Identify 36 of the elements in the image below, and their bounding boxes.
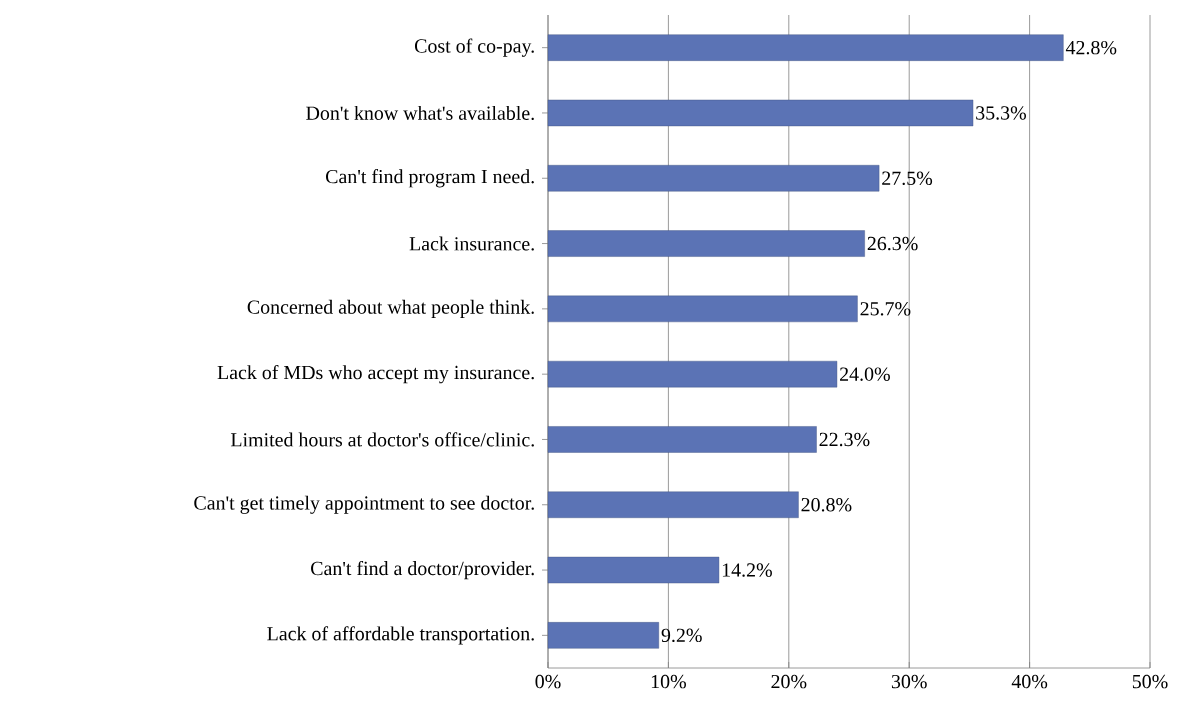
bar <box>547 34 1064 61</box>
y-tick-label: Don't know what's available. <box>306 105 534 121</box>
bar <box>547 622 659 649</box>
y-tick-label: Cost of co-pay. <box>414 38 534 57</box>
x-tick-label: 30% <box>891 674 927 689</box>
bar <box>547 491 799 518</box>
bar <box>547 99 974 127</box>
bar <box>547 165 880 192</box>
bar <box>547 360 838 388</box>
bar <box>547 295 858 323</box>
y-tick-label: Lack of affordable transportation. <box>267 626 534 645</box>
data-label: 25.7% <box>860 302 911 316</box>
data-label: 24.0% <box>840 367 890 381</box>
data-label: 20.8% <box>801 497 852 512</box>
y-tick-label: Can't find program I need. <box>326 169 534 188</box>
data-label: 14.2% <box>722 563 772 577</box>
x-tick-label: 50% <box>1132 674 1168 689</box>
y-tick-label: Can't get timely appointment to see doctor. <box>194 495 534 514</box>
y-tick-label: Can't find a doctor/provider. <box>311 560 534 580</box>
data-label: 35.3% <box>976 106 1027 120</box>
y-tick-label: Lack insurance. <box>409 236 534 251</box>
bar <box>547 556 720 584</box>
bar <box>547 426 817 453</box>
x-tick-label: 10% <box>651 674 686 689</box>
y-tick-label: Limited hours at doctor's office/clinic. <box>230 432 534 447</box>
data-label: 22.3% <box>819 432 870 447</box>
data-label: 9.2% <box>661 628 702 643</box>
y-tick-label: Concerned about what people think. <box>247 299 534 318</box>
data-label: 42.8% <box>1065 40 1117 55</box>
x-tick-label: 40% <box>1011 674 1048 689</box>
data-label: 26.3% <box>867 236 918 251</box>
y-tick-label: Lack of MDs who accept my insurance. <box>217 364 534 384</box>
bar <box>547 230 865 257</box>
x-tick-label: 20% <box>771 674 807 689</box>
x-tick-label: 0% <box>535 674 561 689</box>
data-label: 27.5% <box>882 171 933 186</box>
